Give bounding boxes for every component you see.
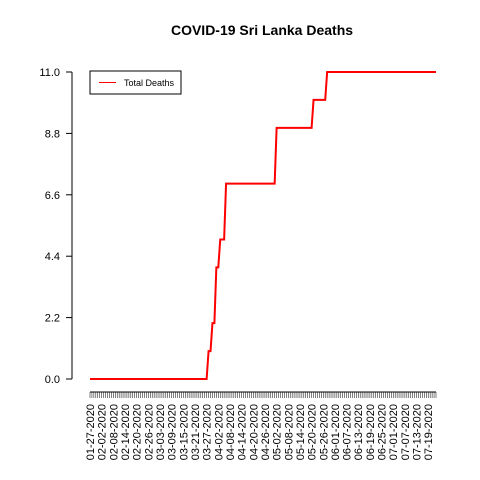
x-tick-label: 03-09-2020 [167, 404, 179, 460]
x-tick-label: 06-01-2020 [330, 404, 342, 460]
x-tick-label: 03-03-2020 [155, 404, 167, 460]
x-tick-label: 02-08-2020 [108, 404, 120, 460]
x-tick-label: 04-14-2020 [237, 404, 249, 460]
x-tick-label: 05-26-2020 [318, 404, 330, 460]
x-tick-label: 01-27-2020 [85, 404, 97, 460]
x-tick-label: 03-21-2020 [190, 404, 202, 460]
x-tick-label: 02-26-2020 [143, 404, 155, 460]
x-tick-label: 04-26-2020 [260, 404, 272, 460]
x-tick-label: 06-13-2020 [353, 404, 365, 460]
x-tick-label: 05-02-2020 [272, 404, 284, 460]
x-tick-label: 07-01-2020 [388, 404, 400, 460]
x-tick-label: 06-07-2020 [342, 404, 354, 460]
legend-box [89, 70, 182, 95]
x-tick-label: 03-15-2020 [178, 404, 190, 460]
x-tick-label: 06-19-2020 [365, 404, 377, 460]
y-tick-label: 2.2 [45, 313, 60, 325]
y-tick-label: 6.6 [45, 190, 60, 202]
series-layer [90, 71, 436, 380]
y-tick-label: 0.0 [45, 374, 60, 386]
x-tick-label: 04-02-2020 [213, 404, 225, 460]
x-tick-label: 07-07-2020 [400, 404, 412, 460]
x-tick-label: 04-08-2020 [225, 404, 237, 460]
x-tick-label: 04-20-2020 [248, 404, 260, 460]
x-tick-label: 05-14-2020 [295, 404, 307, 460]
legend-label: Total Deaths [124, 78, 175, 88]
x-tick-label: 07-19-2020 [423, 404, 435, 460]
y-tick-label: 8.8 [45, 128, 60, 140]
chart-title: COVID-19 Sri Lanka Deaths [171, 22, 353, 38]
x-axis: 01-27-2020 02-02-2020 02-08-2020 02-14-2020… [85, 391, 437, 460]
x-tick-label: 02-14-2020 [120, 404, 132, 460]
x-tick-label: 05-20-2020 [307, 404, 319, 460]
y-axis: 0.0 2.2 4.4 6.6 8.8 11.0 [39, 67, 73, 386]
series-line-total-deaths [90, 71, 436, 380]
y-tick-label: 11.0 [39, 67, 60, 79]
x-tick-label: 07-13-2020 [412, 404, 424, 460]
x-tick-label: 05-08-2020 [283, 404, 295, 460]
legend: Total Deaths [89, 70, 182, 95]
x-tick-label: 02-20-2020 [132, 404, 144, 460]
x-tick-label: 06-25-2020 [377, 404, 389, 460]
x-tick-label: 02-02-2020 [97, 404, 109, 460]
x-tick-label: 03-27-2020 [202, 404, 214, 460]
y-tick-label: 4.4 [45, 251, 60, 263]
